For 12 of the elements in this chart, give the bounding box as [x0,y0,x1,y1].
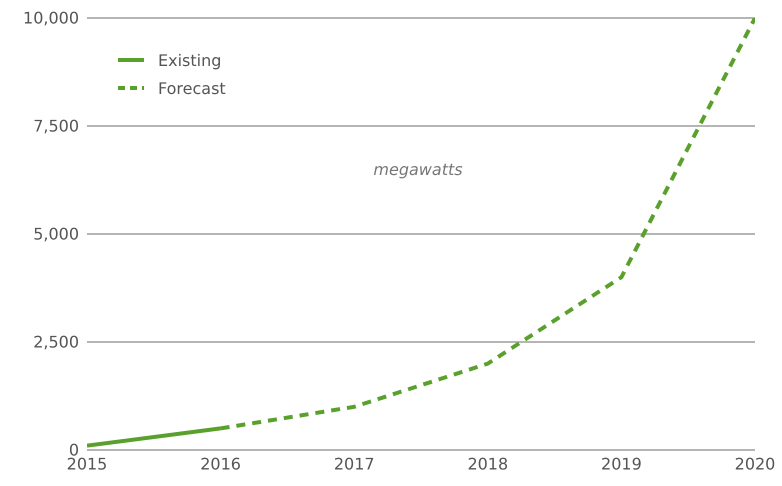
legend-label: Existing [158,50,222,70]
y-tick-label: 5,000 [33,224,79,244]
legend-label: Forecast [158,78,226,98]
y-tick-label: 10,000 [23,8,79,28]
x-tick-label: 2020 [734,454,776,474]
x-tick-label: 2019 [601,454,642,474]
y-tick-label: 2,500 [33,332,79,352]
x-tick-label: 2016 [200,454,241,474]
x-tick-label: 2017 [334,454,375,474]
y-tick-label: 7,500 [33,116,79,136]
x-tick-label: 2018 [467,454,508,474]
annotation: megawatts [372,160,464,179]
